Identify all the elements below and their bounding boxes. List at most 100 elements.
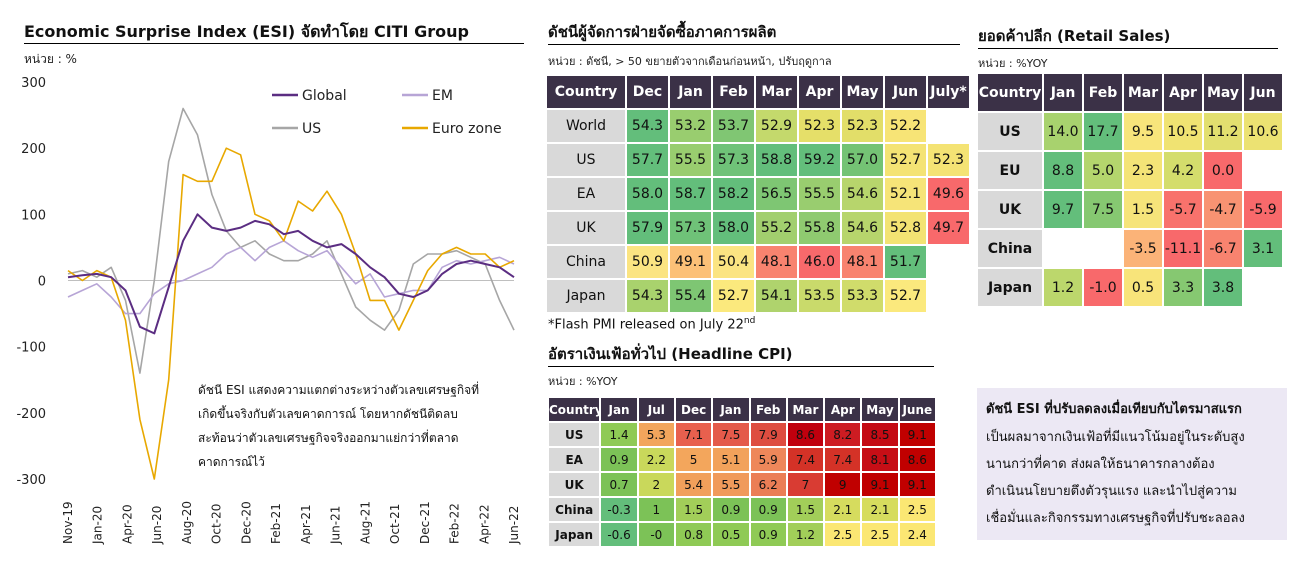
- retail-title-rule: [978, 48, 1278, 49]
- retail-table: Country Jan Feb Mar Apr May Jun US 14.0 17.7 9.5 10…: [976, 72, 1284, 308]
- cpi-row-label: UK: [549, 473, 600, 496]
- x-tick-label: Apr-20: [120, 504, 134, 544]
- retail-cell: 9.5: [1124, 113, 1162, 150]
- cpi-cell: 5.1: [713, 448, 749, 471]
- cpi-cell: 1.2: [787, 523, 824, 546]
- x-tick-label: Aug-20: [180, 501, 194, 544]
- pmi-cell: [928, 246, 969, 278]
- esi-annotation-line: คาดการณ์ไว้: [198, 455, 265, 469]
- retail-row-label: EU: [978, 152, 1042, 189]
- cpi-cell: 8.6: [787, 423, 824, 446]
- pmi-cell: 58.2: [713, 178, 754, 210]
- pmi-cell: 54.3: [627, 110, 668, 142]
- pmi-cell: 49.6: [928, 178, 969, 210]
- retail-row: Japan 1.2 -1.0 0.5 3.3 3.8: [978, 269, 1282, 306]
- retail-cell: 10.5: [1164, 113, 1202, 150]
- retail-cell: -1.0: [1084, 269, 1122, 306]
- cpi-header-cell: Feb: [750, 398, 786, 421]
- legend-label: US: [302, 121, 321, 137]
- pmi-cell: 52.1: [885, 178, 926, 210]
- cpi-cell: 5.4: [675, 473, 712, 496]
- cpi-row-label: Japan: [549, 523, 600, 546]
- pmi-row-label: Japan: [547, 280, 625, 312]
- pmi-cell: 48.1: [842, 246, 883, 278]
- retail-cell: 0.0: [1204, 152, 1242, 189]
- pmi-cell: 52.8: [885, 212, 926, 244]
- pmi-cell: 50.4: [713, 246, 754, 278]
- retail-cell: -11.1: [1164, 230, 1202, 267]
- pmi-cell: 52.3: [928, 144, 969, 176]
- cpi-cell: 7.4: [825, 448, 861, 471]
- cpi-cell: 8.1: [862, 448, 898, 471]
- pmi-row-label: UK: [547, 212, 625, 244]
- pmi-row-label: China: [547, 246, 625, 278]
- cpi-cell: 6.2: [750, 473, 786, 496]
- pmi-cell: 50.9: [627, 246, 668, 278]
- esi-title: Economic Surprise Index (ESI) จัดทำโดย C…: [24, 22, 469, 41]
- pmi-cell: 54.3: [627, 280, 668, 312]
- retail-cell: 1.2: [1044, 269, 1082, 306]
- cpi-row-label: EA: [549, 448, 600, 471]
- y-tick-label: -200: [16, 407, 46, 422]
- cpi-cell: 0.9: [713, 498, 749, 521]
- retail-header-cell: Apr: [1164, 74, 1202, 111]
- pmi-cell: 53.7: [713, 110, 754, 142]
- cpi-cell: 7: [787, 473, 824, 496]
- pmi-row: UK 57.9 57.3 58.0 55.2 55.8 54.6 52.8 49.7: [547, 212, 969, 244]
- cpi-header-cell: Mar: [787, 398, 824, 421]
- retail-row-label: US: [978, 113, 1042, 150]
- pmi-header-cell: May: [842, 76, 883, 108]
- retail-cell: 3.3: [1164, 269, 1202, 306]
- legend-label: EM: [432, 88, 453, 104]
- retail-row-label: China: [978, 230, 1042, 267]
- cpi-cell: 2.5: [825, 523, 861, 546]
- y-tick-label: 200: [21, 142, 46, 157]
- pmi-cell: 56.5: [756, 178, 797, 210]
- pmi-cell: 52.7: [885, 280, 926, 312]
- pmi-cell: 52.7: [713, 280, 754, 312]
- note-box-body: เป็นผลมาจากเงินเฟ้อที่มีแนวโน้มอยู่ในระด…: [986, 424, 1245, 532]
- cpi-cell: 8.5: [862, 423, 898, 446]
- pmi-row-label: US: [547, 144, 625, 176]
- retail-header-cell: Mar: [1124, 74, 1162, 111]
- esi-annotation-line: ดัชนี ESI แสดงความแตกต่างระหว่างตัวเลขเศ…: [198, 383, 480, 397]
- cpi-cell: 2.5: [862, 523, 898, 546]
- cpi-row: EA 0.9 2.2 5 5.1 5.9 7.4 7.4 8.1 8.6: [549, 448, 935, 471]
- cpi-row-label: US: [549, 423, 600, 446]
- pmi-header-cell: Jan: [670, 76, 711, 108]
- cpi-cell: 1.4: [601, 423, 637, 446]
- esi-title-rule: [24, 43, 524, 44]
- pmi-cell: 51.7: [885, 246, 926, 278]
- cpi-cell: 2.5: [899, 498, 935, 521]
- retail-cell: 1.5: [1124, 191, 1162, 228]
- retail-header-cell: Feb: [1084, 74, 1122, 111]
- pmi-cell: 58.7: [670, 178, 711, 210]
- pmi-cell: 57.3: [713, 144, 754, 176]
- retail-cell: [1044, 230, 1082, 267]
- retail-cell: 9.7: [1044, 191, 1082, 228]
- pmi-header-country: Country: [547, 76, 625, 108]
- pmi-cell: 55.2: [756, 212, 797, 244]
- y-tick-label: 0: [38, 275, 46, 290]
- retail-cell: 2.3: [1124, 152, 1162, 189]
- series-line-global: [67, 213, 515, 335]
- retail-header-cell: Jun: [1244, 74, 1282, 111]
- x-tick-label: Nov-19: [61, 501, 75, 544]
- retail-row: UK 9.7 7.5 1.5 -5.7 -4.7 -5.9: [978, 191, 1282, 228]
- legend-label: Global: [302, 88, 347, 104]
- pmi-header-cell: Feb: [713, 76, 754, 108]
- cpi-cell: 0.5: [713, 523, 749, 546]
- cpi-cell: 7.1: [675, 423, 712, 446]
- cpi-row: China -0.3 1 1.5 0.9 0.9 1.5 2.1 2.1 2.5: [549, 498, 935, 521]
- pmi-cell: 48.1: [756, 246, 797, 278]
- cpi-cell: 0.9: [601, 448, 637, 471]
- retail-row: EU 8.8 5.0 2.3 4.2 0.0: [978, 152, 1282, 189]
- cpi-cell: 7.5: [713, 423, 749, 446]
- note-box-line: เป็นผลมาจากเงินเฟ้อที่มีแนวโน้มอยู่ในระด…: [986, 430, 1245, 445]
- retail-cell: 5.0: [1084, 152, 1122, 189]
- cpi-cell: 0.7: [601, 473, 637, 496]
- pmi-cell: 52.2: [885, 110, 926, 142]
- pmi-cell: 55.8: [799, 212, 840, 244]
- pmi-cell: 55.4: [670, 280, 711, 312]
- cpi-row: Japan -0.6 -0 0.8 0.5 0.9 1.2 2.5 2.5 2.4: [549, 523, 935, 546]
